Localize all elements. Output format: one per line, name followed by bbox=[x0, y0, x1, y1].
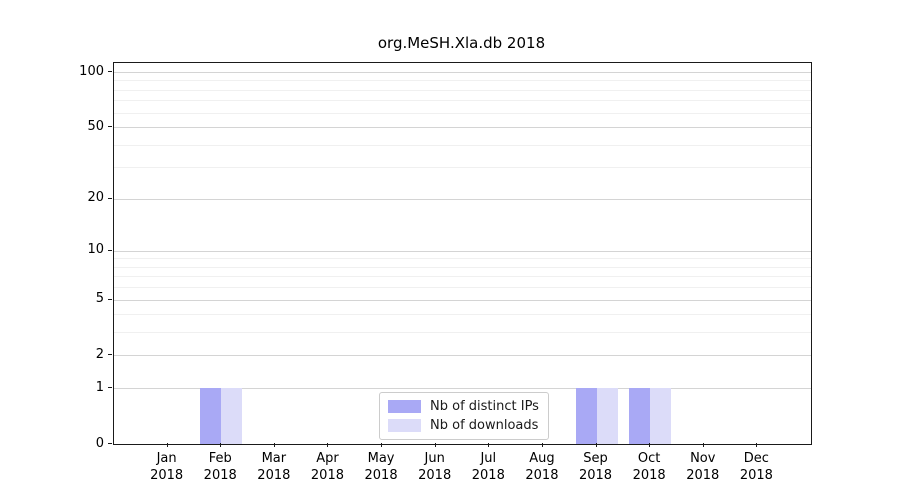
y-tick-mark bbox=[108, 249, 112, 251]
major-gridline bbox=[114, 127, 811, 129]
x-tick-label-nov: Nov 2018 bbox=[686, 451, 720, 483]
legend-label-downloads: Nb of downloads bbox=[430, 418, 539, 433]
y-tick-label: 100 bbox=[79, 63, 104, 79]
bar-nb-of-distinct-ips-feb bbox=[200, 388, 222, 444]
minor-gridline bbox=[114, 266, 811, 268]
x-tick-label-jun: Jun 2018 bbox=[418, 451, 452, 483]
y-tick-mark bbox=[108, 298, 112, 300]
x-tick-mark bbox=[649, 443, 651, 447]
x-tick-mark bbox=[381, 443, 383, 447]
x-tick-mark bbox=[756, 443, 758, 447]
major-gridline bbox=[114, 388, 811, 390]
y-tick-mark bbox=[108, 71, 112, 72]
y-tick-mark bbox=[108, 387, 112, 389]
minor-gridline bbox=[114, 332, 811, 334]
legend-swatch-downloads bbox=[388, 419, 421, 432]
legend-item-distinct-ips: Nb of distinct IPs bbox=[388, 399, 539, 414]
x-tick-label-mar: Mar 2018 bbox=[257, 451, 291, 483]
x-tick-mark bbox=[488, 443, 490, 447]
bar-nb-of-downloads-oct bbox=[650, 388, 672, 444]
y-tick-mark bbox=[108, 126, 112, 128]
x-tick-label-oct: Oct 2018 bbox=[632, 451, 666, 483]
major-gridline bbox=[114, 72, 811, 73]
y-tick-label: 0 bbox=[95, 435, 104, 451]
x-tick-mark bbox=[327, 443, 329, 447]
minor-gridline bbox=[114, 314, 811, 316]
x-tick-label-dec: Dec 2018 bbox=[739, 451, 773, 483]
legend-item-downloads: Nb of downloads bbox=[388, 418, 539, 433]
x-tick-label-may: May 2018 bbox=[364, 451, 398, 483]
x-tick-mark bbox=[166, 443, 168, 447]
x-tick-label-jan: Jan 2018 bbox=[150, 451, 184, 483]
minor-gridline bbox=[114, 80, 811, 82]
legend-swatch-distinct-ips bbox=[388, 400, 421, 413]
legend: Nb of distinct IPs Nb of downloads bbox=[379, 392, 549, 440]
x-tick-mark bbox=[702, 443, 704, 447]
plot-area: Nb of distinct IPs Nb of downloads bbox=[113, 62, 812, 445]
minor-gridline bbox=[114, 258, 811, 260]
bar-nb-of-downloads-sep bbox=[596, 388, 618, 444]
minor-gridline bbox=[114, 276, 811, 278]
x-tick-mark bbox=[541, 443, 543, 447]
minor-gridline bbox=[114, 100, 811, 102]
x-tick-mark bbox=[434, 443, 436, 447]
bar-nb-of-downloads-feb bbox=[221, 388, 243, 444]
legend-label-distinct-ips: Nb of distinct IPs bbox=[430, 399, 539, 414]
x-tick-label-aug: Aug 2018 bbox=[525, 451, 559, 483]
minor-gridline bbox=[114, 89, 811, 91]
y-tick-label: 5 bbox=[95, 291, 104, 307]
minor-gridline bbox=[114, 144, 811, 146]
y-tick-label: 20 bbox=[87, 190, 104, 206]
x-tick-label-apr: Apr 2018 bbox=[310, 451, 344, 483]
y-tick-label: 50 bbox=[87, 118, 104, 134]
bar-nb-of-distinct-ips-oct bbox=[629, 388, 651, 444]
minor-gridline bbox=[114, 167, 811, 169]
y-tick-mark bbox=[108, 354, 112, 356]
major-gridline bbox=[114, 250, 811, 252]
y-tick-mark bbox=[108, 443, 112, 444]
major-gridline bbox=[114, 299, 811, 301]
chart-title: org.MeSH.Xla.db 2018 bbox=[377, 34, 546, 52]
x-tick-label-jul: Jul 2018 bbox=[471, 451, 505, 483]
y-tick-label: 2 bbox=[95, 346, 104, 362]
y-tick-mark bbox=[108, 197, 112, 199]
y-tick-label: 10 bbox=[87, 242, 104, 258]
bar-nb-of-distinct-ips-sep bbox=[575, 388, 597, 444]
y-tick-label: 1 bbox=[95, 379, 104, 395]
x-tick-mark bbox=[220, 443, 222, 447]
x-tick-label-sep: Sep 2018 bbox=[578, 451, 613, 483]
major-gridline bbox=[114, 198, 811, 200]
minor-gridline bbox=[114, 287, 811, 289]
major-gridline bbox=[114, 355, 811, 357]
x-tick-label-feb: Feb 2018 bbox=[203, 451, 237, 483]
x-tick-mark bbox=[595, 443, 597, 447]
minor-gridline bbox=[114, 112, 811, 114]
x-tick-mark bbox=[273, 443, 275, 447]
